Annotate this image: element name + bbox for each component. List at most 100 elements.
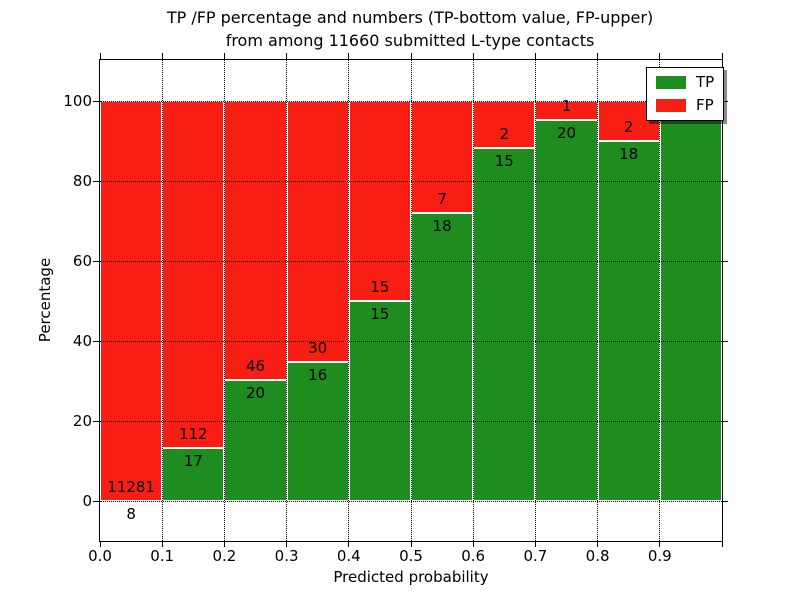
x-tick-top: [534, 53, 536, 59]
y-tick-label: 0: [82, 492, 92, 510]
bar-label-tp: 16: [308, 365, 328, 384]
bar-segment-tp: [286, 361, 349, 501]
legend-entry-fp: FP: [656, 97, 714, 114]
bar-label-tp: 20: [556, 124, 577, 143]
x-tick: [534, 541, 536, 547]
x-tick-label: 0.1: [150, 547, 175, 565]
y-tick-label: 20: [72, 412, 92, 430]
x-tick: [472, 541, 474, 547]
x-tick-top: [410, 53, 412, 59]
chart-title-line2: from among 11660 submitted L-type contac…: [225, 31, 595, 50]
bar-label-fp: 2: [623, 118, 634, 136]
y-tick-right: [722, 180, 728, 182]
y-tick: [93, 500, 99, 502]
x-tick: [161, 541, 163, 547]
bar-label-tp: 18: [432, 217, 452, 235]
x-tick: [286, 541, 288, 547]
bar-segment-tp: [659, 101, 722, 501]
x-tick-top: [286, 53, 288, 59]
bar-segment-fp: [286, 101, 349, 362]
x-tick-top: [348, 53, 350, 59]
y-tick-label: 80: [72, 172, 92, 190]
bar-label-tp: 20: [245, 383, 266, 402]
bar-segment-tp: [535, 120, 598, 501]
x-tick: [410, 541, 412, 547]
x-tick: [348, 541, 350, 547]
x-tick-label: 0.2: [212, 547, 237, 565]
y-tick-label: 60: [72, 252, 92, 270]
legend-swatch-fp: [656, 99, 686, 112]
y-tick: [93, 260, 99, 262]
gridline-x: [161, 60, 163, 541]
y-tick: [93, 100, 99, 102]
legend: TP FP: [646, 67, 725, 121]
bar-label-fp: 15: [370, 278, 390, 296]
bar-segment-fp: [348, 101, 411, 301]
y-tick-right: [722, 420, 728, 422]
bar-segment-fp: [411, 101, 474, 213]
bar-segment-tp: [473, 148, 536, 501]
gridline-x: [659, 60, 661, 541]
legend-entry-tp: TP: [656, 74, 714, 91]
bar-segment-fp: [224, 101, 287, 380]
bar-label-tp: 18: [619, 145, 639, 163]
gridline-x: [223, 60, 225, 541]
x-tick-top: [99, 53, 101, 59]
bar-label-fp: 11281: [107, 477, 155, 496]
x-tick-top: [659, 53, 661, 59]
gridline-x: [597, 60, 599, 541]
bar-label-fp: 1: [561, 97, 572, 116]
y-tick-label: 100: [63, 92, 92, 110]
x-tick-label: 0.6: [461, 547, 486, 565]
x-tick-top: [161, 53, 163, 59]
gridline-x: [410, 60, 412, 541]
gridline-x: [472, 60, 474, 541]
bar-segment-fp: [100, 101, 163, 501]
bar-segment-tp: [348, 301, 411, 501]
y-tick: [93, 340, 99, 342]
x-tick-top: [721, 53, 723, 59]
x-tick-label: 0.7: [523, 547, 548, 565]
bar-label-tp: 15: [370, 305, 390, 323]
x-tick: [721, 541, 723, 547]
bar-label-tp: 15: [494, 152, 514, 171]
bar-segment-tp: [224, 379, 287, 501]
x-tick: [223, 541, 225, 547]
bar-segment-tp: [411, 213, 474, 501]
chart-title-line1: TP /FP percentage and numbers (TP-bottom…: [166, 8, 654, 27]
x-axis-label: Predicted probability: [333, 568, 489, 586]
x-tick: [99, 541, 101, 547]
bar-segment-tp: [162, 448, 225, 501]
x-tick-label: 0.9: [647, 547, 672, 565]
legend-swatch-tp: [656, 76, 686, 89]
x-tick-label: 0.8: [585, 547, 610, 565]
bar-label-tp: 17: [183, 452, 203, 471]
bar-segment-fp: [162, 101, 225, 449]
y-tick-label: 40: [72, 332, 92, 350]
x-tick-top: [472, 53, 474, 59]
bar-label-fp: 7: [437, 190, 447, 208]
x-tick-top: [597, 53, 599, 59]
gridline-x: [286, 60, 288, 541]
legend-label-tp: TP: [696, 73, 715, 91]
y-tick-right: [722, 500, 728, 502]
x-tick-label: 0.0: [88, 547, 112, 565]
bar-label-fp: 30: [308, 338, 328, 357]
x-tick-label: 0.5: [399, 547, 423, 565]
y-tick: [93, 420, 99, 422]
x-tick: [659, 541, 661, 547]
bar-segment-fp: [473, 101, 536, 149]
bar-label-fp: 46: [245, 356, 266, 375]
bar-segment-fp: [535, 101, 598, 121]
x-tick: [597, 541, 599, 547]
y-tick-right: [722, 340, 728, 342]
y-tick-right: [722, 260, 728, 262]
gridline-x: [348, 60, 350, 541]
legend-label-fp: FP: [696, 96, 714, 114]
plot-area: Predicted probability TP FP 11281 8 112 17 46…: [63, 53, 728, 586]
bar-label-fp: 112: [178, 425, 208, 444]
x-tick-label: 0.3: [274, 547, 299, 565]
y-tick: [93, 180, 99, 182]
chart-title: TP /FP percentage and numbers (TP-bottom…: [99, 6, 721, 52]
